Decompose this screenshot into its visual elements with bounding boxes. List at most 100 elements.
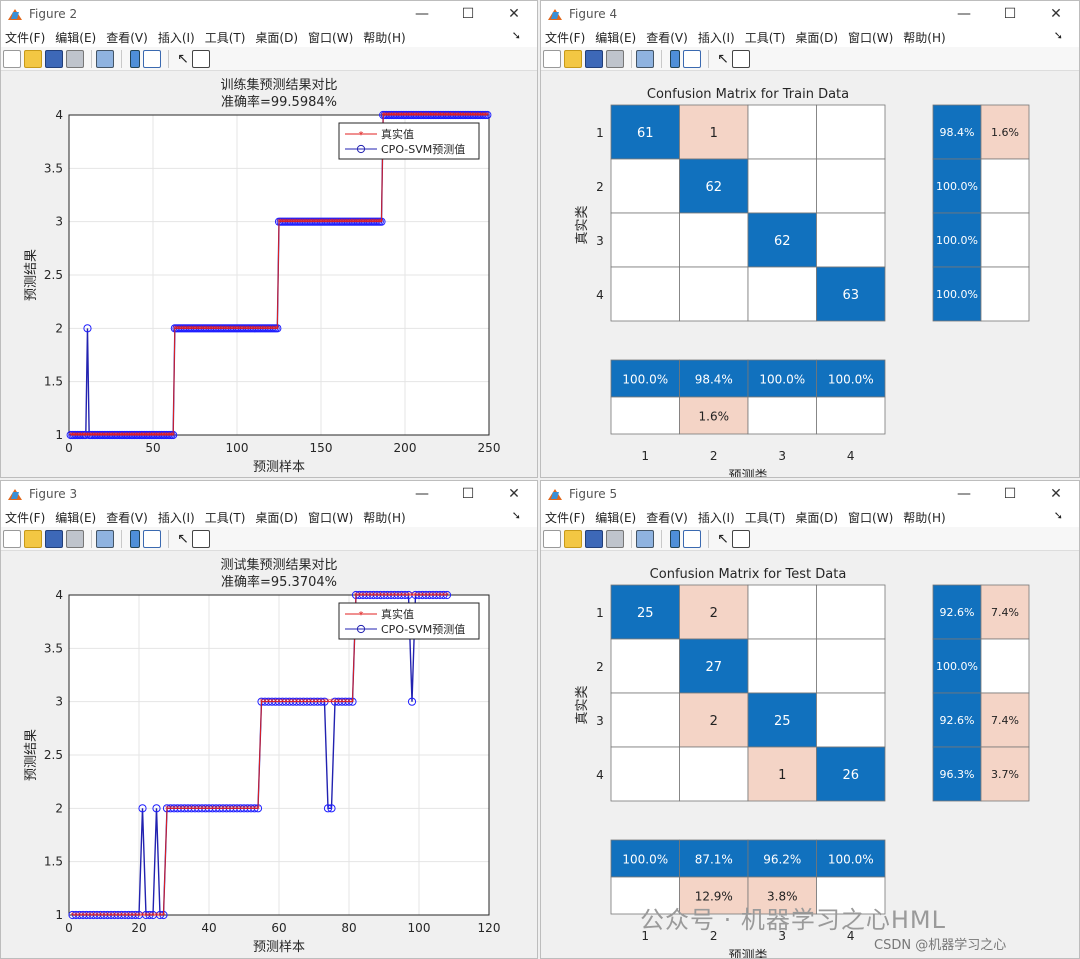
title-bar[interactable]: Figure 5 — ☐ ✕ (541, 481, 1079, 507)
legend[interactable]: * 真实值 CPO-SVM预测值 (338, 122, 480, 160)
menu-edit[interactable]: 编辑(E) (55, 510, 97, 525)
menu-tools[interactable]: 工具(T) (204, 510, 246, 525)
open-file-icon[interactable] (564, 49, 582, 68)
menu-insert[interactable]: 插入(I) (697, 30, 735, 45)
true-point: * (164, 431, 168, 440)
property-editor-icon[interactable] (192, 529, 210, 548)
minimize-button[interactable]: — (957, 6, 971, 22)
menu-file[interactable]: 文件(F) (545, 30, 586, 45)
legend-icon[interactable] (683, 529, 701, 548)
true-point: * (210, 324, 214, 333)
matrix-cell-value: 26 (842, 768, 859, 783)
menu-tools[interactable]: 工具(T) (744, 30, 786, 45)
open-file-icon[interactable] (24, 49, 42, 68)
pointer-icon[interactable]: ↖ (177, 530, 189, 547)
dock-arrow-icon[interactable]: ➘ (511, 509, 521, 522)
maximize-button[interactable]: ☐ (1003, 6, 1017, 22)
colorbar-icon[interactable] (130, 529, 140, 548)
pointer-icon[interactable]: ↖ (717, 50, 729, 67)
close-button[interactable]: ✕ (508, 6, 520, 22)
dock-arrow-icon[interactable]: ➘ (1053, 29, 1063, 42)
true-point: * (92, 431, 96, 440)
print-icon[interactable] (66, 529, 84, 548)
close-button[interactable]: ✕ (1050, 486, 1062, 502)
open-file-icon[interactable] (24, 529, 42, 548)
title-bar[interactable]: Figure 3 — ☐ ✕ (1, 481, 537, 507)
menu-window[interactable]: 窗口(W) (848, 30, 894, 45)
menu-file[interactable]: 文件(F) (5, 30, 46, 45)
menu-desktop[interactable]: 桌面(D) (255, 510, 299, 525)
link-plot-icon[interactable] (636, 529, 654, 548)
colorbar-icon[interactable] (670, 529, 680, 548)
new-figure-icon[interactable] (543, 529, 561, 548)
true-point: * (134, 911, 138, 920)
menu-help[interactable]: 帮助(H) (903, 510, 946, 525)
link-plot-icon[interactable] (636, 49, 654, 68)
title-bar[interactable]: Figure 2 — ☐ ✕ (1, 1, 537, 27)
true-point: * (214, 804, 218, 813)
colorbar-icon[interactable] (130, 49, 140, 68)
menu-help[interactable]: 帮助(H) (363, 510, 406, 525)
true-point: * (333, 698, 337, 707)
title-bar[interactable]: Figure 4 — ☐ ✕ (541, 1, 1079, 27)
close-button[interactable]: ✕ (1050, 6, 1062, 22)
link-plot-icon[interactable] (96, 49, 114, 68)
pointer-icon[interactable]: ↖ (177, 50, 189, 67)
true-point: * (179, 804, 183, 813)
dock-arrow-icon[interactable]: ➘ (1053, 509, 1063, 522)
legend-icon[interactable] (143, 529, 161, 548)
menu-view[interactable]: 查看(V) (106, 30, 148, 45)
link-plot-icon[interactable] (96, 529, 114, 548)
minimize-button[interactable]: — (415, 486, 429, 502)
property-editor-icon[interactable] (732, 529, 750, 548)
menu-help[interactable]: 帮助(H) (363, 30, 406, 45)
menu-tools[interactable]: 工具(T) (204, 30, 246, 45)
true-point: * (334, 218, 338, 227)
legend-icon[interactable] (683, 49, 701, 68)
menu-insert[interactable]: 插入(I) (697, 510, 735, 525)
new-figure-icon[interactable] (543, 49, 561, 68)
open-file-icon[interactable] (564, 529, 582, 548)
menu-file[interactable]: 文件(F) (545, 510, 586, 525)
menu-window[interactable]: 窗口(W) (308, 30, 354, 45)
menu-desktop[interactable]: 桌面(D) (795, 30, 839, 45)
menu-edit[interactable]: 编辑(E) (55, 30, 97, 45)
new-figure-icon[interactable] (3, 529, 21, 548)
new-figure-icon[interactable] (3, 49, 21, 68)
menu-file[interactable]: 文件(F) (5, 510, 46, 525)
pointer-icon[interactable]: ↖ (717, 530, 729, 547)
legend[interactable]: * 真实值 CPO-SVM预测值 (338, 602, 480, 640)
save-icon[interactable] (585, 529, 603, 548)
menu-view[interactable]: 查看(V) (646, 30, 688, 45)
menu-desktop[interactable]: 桌面(D) (255, 30, 299, 45)
menu-edit[interactable]: 编辑(E) (595, 30, 637, 45)
print-icon[interactable] (606, 529, 624, 548)
menu-help[interactable]: 帮助(H) (903, 30, 946, 45)
menu-insert[interactable]: 插入(I) (157, 30, 195, 45)
maximize-button[interactable]: ☐ (461, 6, 475, 22)
property-editor-icon[interactable] (192, 49, 210, 68)
save-icon[interactable] (45, 49, 63, 68)
maximize-button[interactable]: ☐ (1003, 486, 1017, 502)
legend-icon[interactable] (143, 49, 161, 68)
property-editor-icon[interactable] (732, 49, 750, 68)
dock-arrow-icon[interactable]: ➘ (511, 29, 521, 42)
save-icon[interactable] (45, 529, 63, 548)
menu-window[interactable]: 窗口(W) (308, 510, 354, 525)
save-icon[interactable] (585, 49, 603, 68)
menu-tools[interactable]: 工具(T) (744, 510, 786, 525)
menu-insert[interactable]: 插入(I) (157, 510, 195, 525)
maximize-button[interactable]: ☐ (461, 486, 475, 502)
menu-window[interactable]: 窗口(W) (848, 510, 894, 525)
menu-view[interactable]: 查看(V) (646, 510, 688, 525)
close-button[interactable]: ✕ (508, 486, 520, 502)
minimize-button[interactable]: — (957, 486, 971, 502)
menu-view[interactable]: 查看(V) (106, 510, 148, 525)
true-point: * (106, 431, 110, 440)
minimize-button[interactable]: — (415, 6, 429, 22)
print-icon[interactable] (66, 49, 84, 68)
colorbar-icon[interactable] (670, 49, 680, 68)
menu-desktop[interactable]: 桌面(D) (795, 510, 839, 525)
menu-edit[interactable]: 编辑(E) (595, 510, 637, 525)
print-icon[interactable] (606, 49, 624, 68)
